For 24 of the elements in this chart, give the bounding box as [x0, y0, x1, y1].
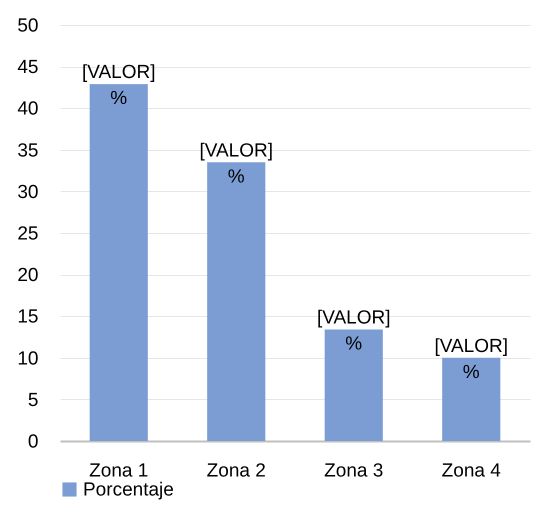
y-tick-label: 25 [17, 224, 38, 244]
y-tick-label: 45 [17, 57, 38, 78]
bar [207, 162, 266, 441]
legend-label: Porcentaje [83, 480, 174, 500]
bar [442, 358, 500, 441]
y-tick-label: 10 [17, 348, 38, 370]
x-tick-label: Zona 1 [89, 460, 148, 482]
y-tick-label: 15 [17, 306, 38, 328]
y-tick-label: 20 [17, 265, 38, 286]
y-tick-label: 40 [17, 98, 38, 120]
x-tick-label: Zona 3 [324, 460, 384, 482]
y-tick-label: 50 [17, 16, 38, 36]
bar [324, 330, 383, 441]
data-label: [VALOR] % [199, 140, 274, 188]
data-label: [VALOR] % [434, 336, 508, 383]
y-tick-label: 0 [28, 432, 38, 452]
data-label: [VALOR] % [316, 308, 391, 355]
x-tick-label: Zona 4 [442, 460, 502, 482]
y-tick-label: 30 [17, 182, 38, 203]
data-label: [VALOR] % [82, 62, 156, 110]
bar [90, 84, 148, 441]
y-tick-label: 5 [28, 390, 38, 411]
y-tick-label: 35 [17, 140, 38, 162]
x-tick-label: Zona 2 [206, 460, 266, 482]
